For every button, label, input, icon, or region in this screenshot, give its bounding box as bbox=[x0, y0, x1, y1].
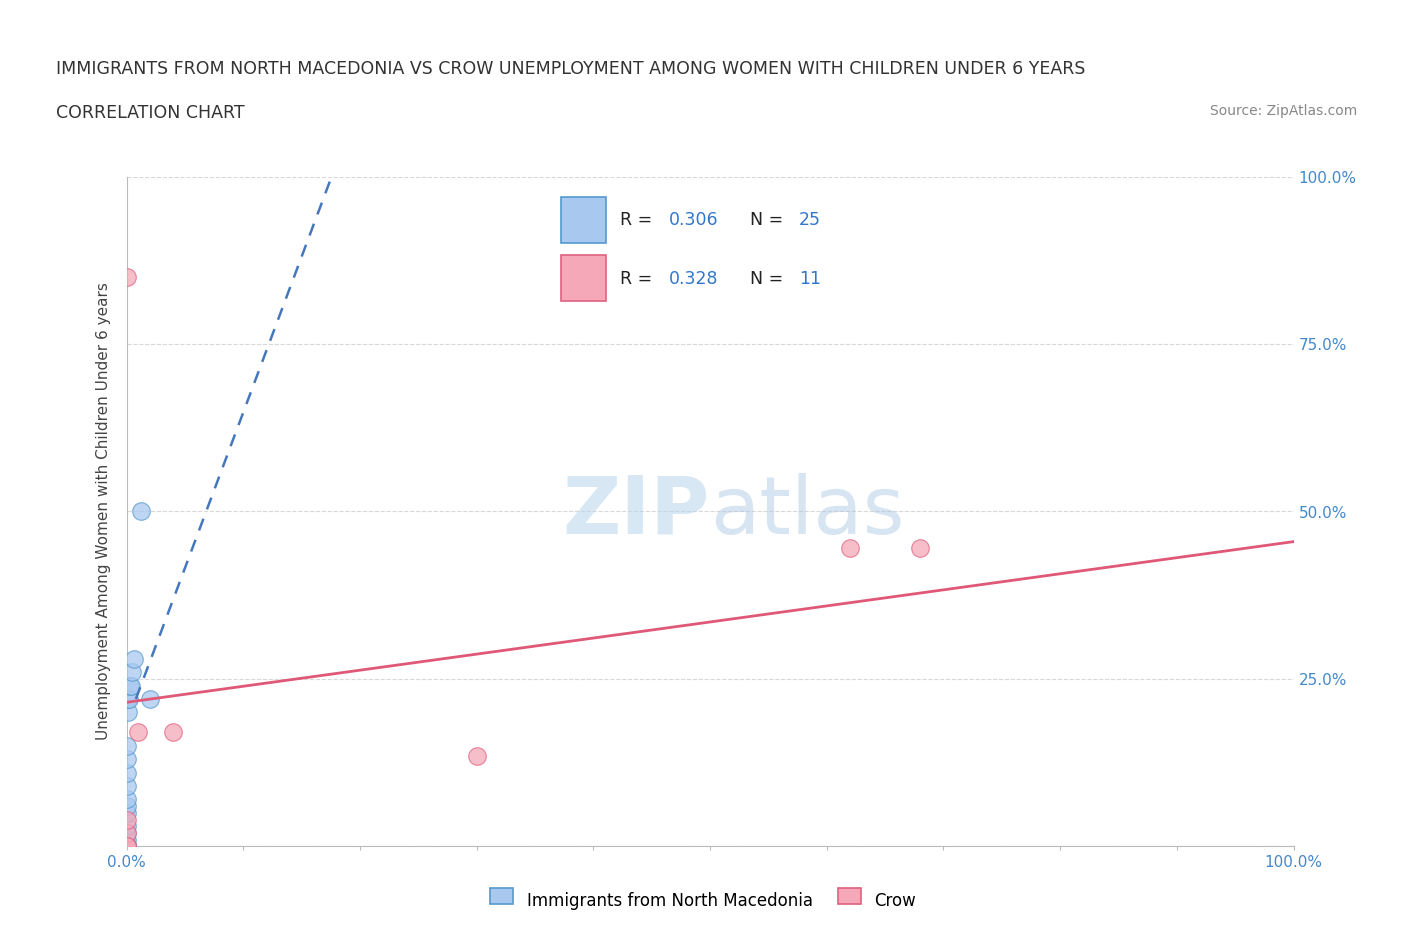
Point bbox=[118, 692, 141, 707]
Text: IMMIGRANTS FROM NORTH MACEDONIA VS CROW UNEMPLOYMENT AMONG WOMEN WITH CHILDREN U: IMMIGRANTS FROM NORTH MACEDONIA VS CROW … bbox=[56, 60, 1085, 78]
Point bbox=[115, 839, 138, 854]
Point bbox=[115, 839, 138, 854]
Point bbox=[115, 839, 138, 854]
Point bbox=[115, 778, 138, 793]
Point bbox=[115, 805, 138, 820]
Point bbox=[115, 738, 138, 753]
Point bbox=[118, 678, 141, 693]
Point bbox=[115, 270, 138, 285]
Point bbox=[115, 839, 138, 854]
Point bbox=[908, 541, 931, 556]
Point bbox=[115, 751, 138, 766]
Point bbox=[115, 765, 138, 780]
Point bbox=[839, 541, 862, 556]
Point bbox=[115, 792, 138, 807]
Legend: Immigrants from North Macedonia, Crow: Immigrants from North Macedonia, Crow bbox=[484, 885, 922, 917]
Point bbox=[115, 799, 138, 814]
Point bbox=[115, 839, 138, 854]
Text: ZIP: ZIP bbox=[562, 472, 710, 551]
Point bbox=[115, 832, 138, 847]
Point bbox=[127, 725, 149, 740]
Point bbox=[465, 749, 488, 764]
Point bbox=[120, 678, 142, 693]
Point bbox=[162, 725, 184, 740]
Point bbox=[121, 665, 143, 680]
Point bbox=[115, 826, 138, 841]
Text: Source: ZipAtlas.com: Source: ZipAtlas.com bbox=[1209, 104, 1357, 118]
Point bbox=[139, 692, 162, 707]
Point bbox=[122, 651, 145, 666]
Point bbox=[115, 826, 138, 841]
Point bbox=[129, 504, 152, 519]
Point bbox=[115, 812, 138, 827]
Point bbox=[115, 839, 138, 854]
Text: atlas: atlas bbox=[710, 472, 904, 551]
Point bbox=[115, 839, 138, 854]
Text: CORRELATION CHART: CORRELATION CHART bbox=[56, 104, 245, 122]
Y-axis label: Unemployment Among Women with Children Under 6 years: Unemployment Among Women with Children U… bbox=[96, 283, 111, 740]
Point bbox=[115, 839, 138, 854]
Point bbox=[117, 692, 139, 707]
Point bbox=[115, 839, 138, 854]
Point bbox=[117, 705, 139, 720]
Point bbox=[115, 818, 138, 833]
